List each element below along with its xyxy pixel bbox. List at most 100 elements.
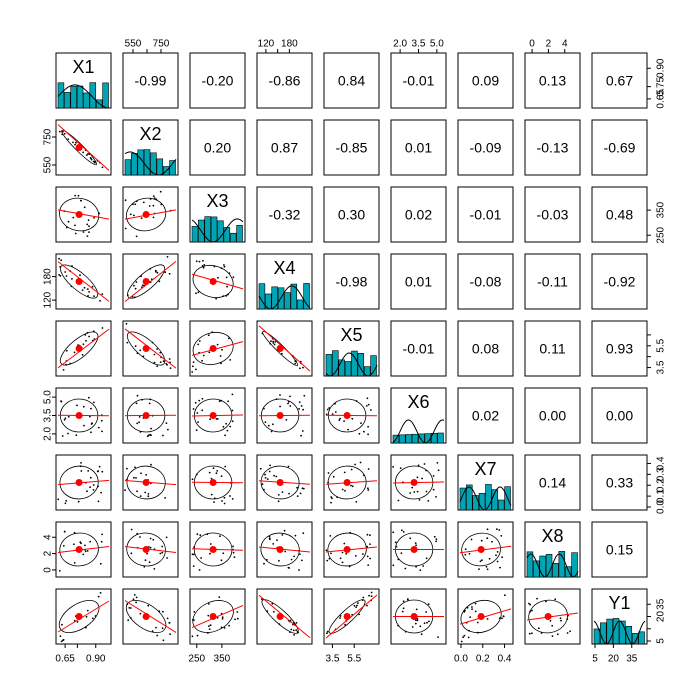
scatter-point bbox=[411, 486, 414, 489]
scatter-point bbox=[191, 478, 194, 481]
scatter-point bbox=[138, 421, 141, 424]
histogram-bar bbox=[370, 355, 377, 377]
panel-frame bbox=[256, 588, 313, 645]
scatter-point bbox=[73, 562, 76, 564]
scatter-point bbox=[480, 539, 483, 542]
scatter-point bbox=[89, 486, 91, 489]
correlation-value: -0.99 bbox=[135, 73, 167, 89]
scatter-point bbox=[139, 536, 141, 538]
scatter-point bbox=[478, 568, 480, 570]
scatter-point bbox=[198, 569, 201, 571]
scatter-point bbox=[415, 619, 417, 622]
scatter-point bbox=[281, 534, 284, 536]
scatter-point bbox=[89, 540, 92, 543]
scatter-point bbox=[272, 543, 275, 545]
histogram-bar bbox=[102, 82, 109, 109]
scatter-point bbox=[551, 635, 554, 637]
correlation-ellipse bbox=[59, 331, 99, 366]
panel-X4-X7 bbox=[256, 454, 313, 511]
panel-X3-X2: 0.20 bbox=[189, 119, 246, 176]
histogram-bar bbox=[210, 216, 218, 243]
scatter-point bbox=[394, 541, 397, 544]
panel-X6-X3: 0.02 bbox=[390, 186, 447, 243]
panel-frame bbox=[390, 588, 447, 645]
tick-label: 0.4 bbox=[498, 654, 512, 665]
scatter-point bbox=[192, 365, 194, 368]
scatter-point bbox=[141, 284, 144, 287]
scatter-point bbox=[209, 418, 212, 421]
panel-frame bbox=[256, 454, 313, 511]
scatter-point bbox=[345, 552, 348, 555]
scatter-point bbox=[339, 417, 341, 420]
scatter-point bbox=[221, 348, 223, 351]
scatter-point bbox=[164, 497, 167, 499]
scatter-point bbox=[296, 486, 298, 489]
scatter-point bbox=[152, 216, 155, 219]
scatter-point bbox=[62, 638, 65, 641]
scatter-point bbox=[221, 618, 224, 620]
scatter-point bbox=[67, 220, 70, 223]
histogram-bar bbox=[150, 152, 157, 176]
left-axis-X6: 2.0 3.5 5.0 bbox=[43, 390, 57, 441]
panel-X3-Y1 bbox=[189, 588, 246, 645]
scatter-point bbox=[264, 473, 266, 476]
histogram-bar bbox=[472, 495, 479, 511]
scatter-point bbox=[167, 428, 169, 431]
tick-label: 35 bbox=[656, 598, 667, 610]
scatter-point bbox=[76, 621, 79, 623]
variable-label: X2 bbox=[139, 124, 161, 144]
scatter-point bbox=[87, 219, 90, 222]
scatter-point bbox=[212, 467, 215, 470]
panel-frame bbox=[390, 186, 447, 243]
loess-smoother bbox=[57, 124, 110, 171]
scatter-point bbox=[130, 552, 133, 555]
scatter-point bbox=[144, 559, 147, 562]
correlation-value: 0.87 bbox=[271, 140, 298, 156]
mean-point bbox=[75, 546, 83, 553]
scatter-point bbox=[93, 401, 95, 404]
scatter-point bbox=[61, 435, 64, 437]
panel-frame bbox=[256, 387, 313, 444]
scatter-point bbox=[409, 537, 412, 540]
scatter-point bbox=[419, 625, 422, 628]
scatter-point bbox=[226, 285, 229, 288]
scatter-point bbox=[269, 464, 271, 467]
scatter-point bbox=[168, 358, 171, 360]
scatter-point bbox=[366, 555, 369, 558]
scatter-point bbox=[298, 553, 301, 555]
loess-smoother bbox=[191, 341, 244, 356]
scatter-point bbox=[150, 434, 152, 437]
tick-label: 3.5 bbox=[412, 39, 426, 50]
tick-label: 0 bbox=[529, 39, 535, 50]
scatter-point bbox=[330, 496, 333, 498]
panel-X6-X1: -0.01 bbox=[390, 52, 447, 109]
scatter-point bbox=[271, 602, 274, 605]
panel-X6-X7 bbox=[390, 454, 447, 511]
mean-point bbox=[209, 546, 217, 553]
scatter-point bbox=[101, 293, 104, 295]
scatter-point bbox=[367, 489, 370, 491]
panel-frame bbox=[524, 320, 581, 377]
scatter-point bbox=[88, 291, 90, 293]
scatter-point bbox=[569, 630, 571, 633]
correlation-value: -0.32 bbox=[269, 207, 301, 223]
scatter-point bbox=[209, 552, 211, 555]
scatter-point bbox=[215, 297, 218, 300]
panel-X2-X5 bbox=[122, 320, 179, 377]
scatter-point bbox=[363, 430, 365, 433]
scatter-point bbox=[331, 413, 334, 415]
scatter-point bbox=[529, 603, 532, 606]
scatter-point bbox=[89, 415, 91, 418]
panel-X8-X6: 0.00 bbox=[524, 387, 581, 444]
scatter-point bbox=[224, 465, 227, 468]
mean-point bbox=[142, 278, 150, 285]
scatter-point bbox=[270, 340, 272, 343]
scatter-point bbox=[88, 335, 90, 338]
scatter-point bbox=[191, 635, 194, 638]
correlation-value: 0.08 bbox=[472, 341, 499, 357]
panel-X1-X1: X1 bbox=[55, 52, 112, 109]
scatter-point bbox=[299, 367, 301, 370]
scatter-point bbox=[91, 285, 94, 288]
scatter-point bbox=[422, 565, 425, 567]
scatter-point bbox=[153, 353, 156, 356]
